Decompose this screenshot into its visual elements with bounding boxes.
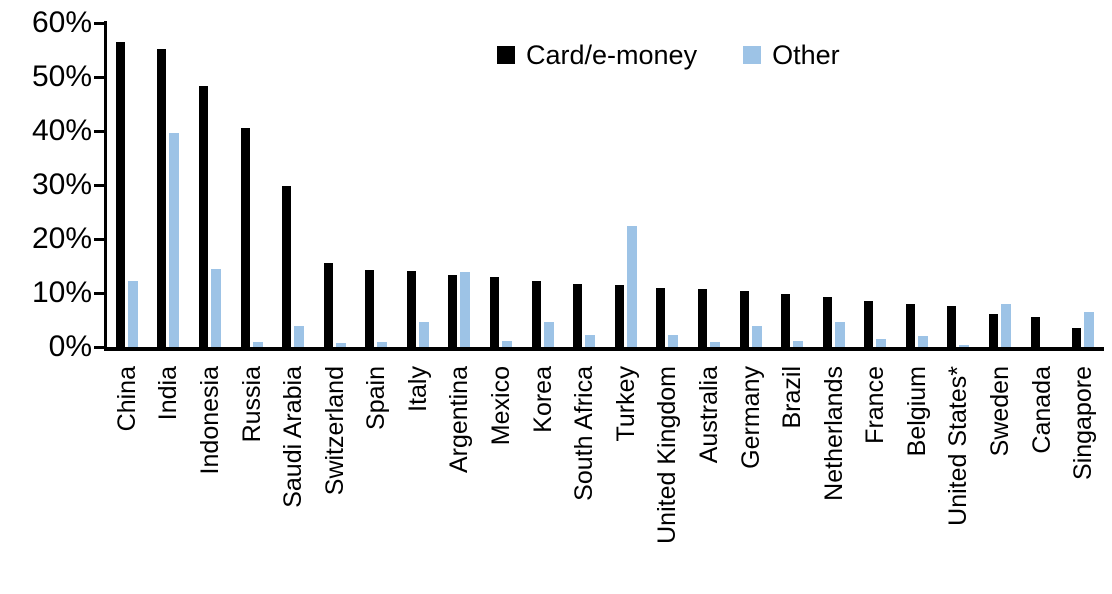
- y-axis-tick-label: 20%: [31, 222, 92, 255]
- x-axis-label: Spain: [362, 366, 391, 430]
- bar-card-e-money: [864, 300, 874, 347]
- x-axis-label: Canada: [1027, 366, 1056, 454]
- bar-card-e-money: [947, 305, 957, 347]
- bar-other: [959, 345, 970, 347]
- x-axis-label: Belgium: [902, 366, 931, 457]
- x-axis-label: Russia: [237, 366, 266, 443]
- bar-other: [1084, 312, 1095, 347]
- bar-card-e-money: [323, 262, 333, 347]
- bar-card-e-money: [490, 277, 500, 347]
- x-axis-label: Netherlands: [819, 366, 848, 501]
- bar-other: [252, 341, 263, 347]
- bar-card-e-money: [365, 270, 375, 347]
- x-axis-line: [104, 347, 1104, 351]
- x-axis-label: Argentina: [445, 366, 474, 474]
- y-axis-tick-label: 10%: [31, 276, 92, 309]
- y-axis-tick-mark: [94, 184, 106, 187]
- bar-other: [626, 226, 637, 347]
- bar-card-e-money: [157, 48, 167, 347]
- legend-swatch-other-icon: [743, 46, 762, 64]
- bar-card-e-money: [531, 281, 541, 347]
- legend-item-card-e-money: Card/e-money: [497, 40, 697, 70]
- x-axis-label: India: [154, 366, 183, 421]
- x-axis-label: Mexico: [487, 366, 516, 446]
- x-axis-label: Korea: [528, 366, 557, 433]
- bar-card-e-money: [198, 85, 208, 347]
- x-axis-label: France: [861, 366, 890, 444]
- bar-other: [834, 321, 845, 347]
- y-axis-tick-label: 50%: [31, 60, 92, 93]
- bar-other: [585, 334, 596, 347]
- y-axis-tick-label: 60%: [31, 6, 92, 39]
- x-axis-label: South Africa: [570, 366, 599, 501]
- bar-other: [169, 132, 180, 347]
- y-axis-tick-mark: [94, 346, 106, 349]
- bar-other: [751, 325, 762, 347]
- bar-card-e-money: [240, 128, 250, 347]
- bar-card-e-money: [697, 289, 707, 347]
- x-axis-label: Australia: [694, 366, 723, 464]
- y-axis-tick-label: 0%: [48, 330, 92, 363]
- bar-card-e-money: [1072, 327, 1082, 347]
- bar-other: [460, 272, 471, 347]
- y-axis-tick-mark: [94, 22, 106, 25]
- bar-card-e-money: [282, 186, 292, 347]
- x-axis-label: Indonesia: [195, 366, 224, 475]
- bar-other: [502, 340, 513, 347]
- bar-card-e-money: [822, 297, 832, 347]
- x-axis-label: China: [112, 366, 141, 432]
- bar-card-e-money: [656, 287, 666, 347]
- x-axis-label: Saudi Arabia: [279, 366, 308, 508]
- bar-card-e-money: [406, 271, 416, 347]
- y-axis-tick-mark: [94, 76, 106, 79]
- x-axis-label: Singapore: [1069, 366, 1098, 480]
- x-axis-label: Brazil: [778, 366, 807, 429]
- bar-card-e-money: [115, 41, 125, 347]
- bar-card-e-money: [905, 303, 915, 347]
- bar-card-e-money: [989, 313, 999, 347]
- x-axis-label: United Kingdom: [653, 366, 682, 544]
- bar-card-e-money: [448, 274, 458, 347]
- legend-item-other: Other: [743, 40, 840, 70]
- y-axis-line: [104, 21, 107, 351]
- bar-other: [709, 341, 720, 347]
- bar-other: [294, 326, 305, 347]
- legend: Card/e-money Other: [497, 40, 840, 70]
- x-axis-label: Italy: [403, 366, 432, 412]
- x-axis-label: United States*: [944, 366, 973, 526]
- bar-other: [1001, 304, 1012, 347]
- legend-label-other: Other: [772, 40, 840, 70]
- bar-card-e-money: [1030, 316, 1040, 347]
- y-axis-tick-label: 30%: [31, 168, 92, 201]
- bar-other: [917, 336, 928, 347]
- y-axis-tick-mark: [94, 238, 106, 241]
- bar-card-e-money: [614, 284, 624, 347]
- bar-card-e-money: [781, 293, 791, 347]
- x-axis-label: Turkey: [611, 366, 640, 442]
- y-axis-tick-mark: [94, 292, 106, 295]
- legend-label-card-e-money: Card/e-money: [526, 40, 698, 70]
- bar-other: [127, 280, 138, 347]
- bar-card-e-money: [573, 284, 583, 347]
- x-axis-label: Sweden: [986, 366, 1015, 457]
- bar-other: [793, 341, 804, 347]
- bar-other: [876, 339, 887, 347]
- bar-card-e-money: [739, 290, 749, 347]
- bar-other: [377, 342, 388, 347]
- legend-swatch-card-e-money-icon: [497, 46, 515, 64]
- bar-other: [210, 268, 221, 347]
- bar-other: [668, 335, 679, 347]
- x-axis-label: Germany: [736, 366, 765, 469]
- y-axis-tick-label: 40%: [31, 114, 92, 147]
- x-axis-label: Switzerland: [320, 366, 349, 496]
- bar-other: [543, 322, 554, 347]
- bar-other: [418, 322, 429, 347]
- bar-other: [335, 343, 346, 347]
- y-axis-tick-mark: [94, 130, 106, 133]
